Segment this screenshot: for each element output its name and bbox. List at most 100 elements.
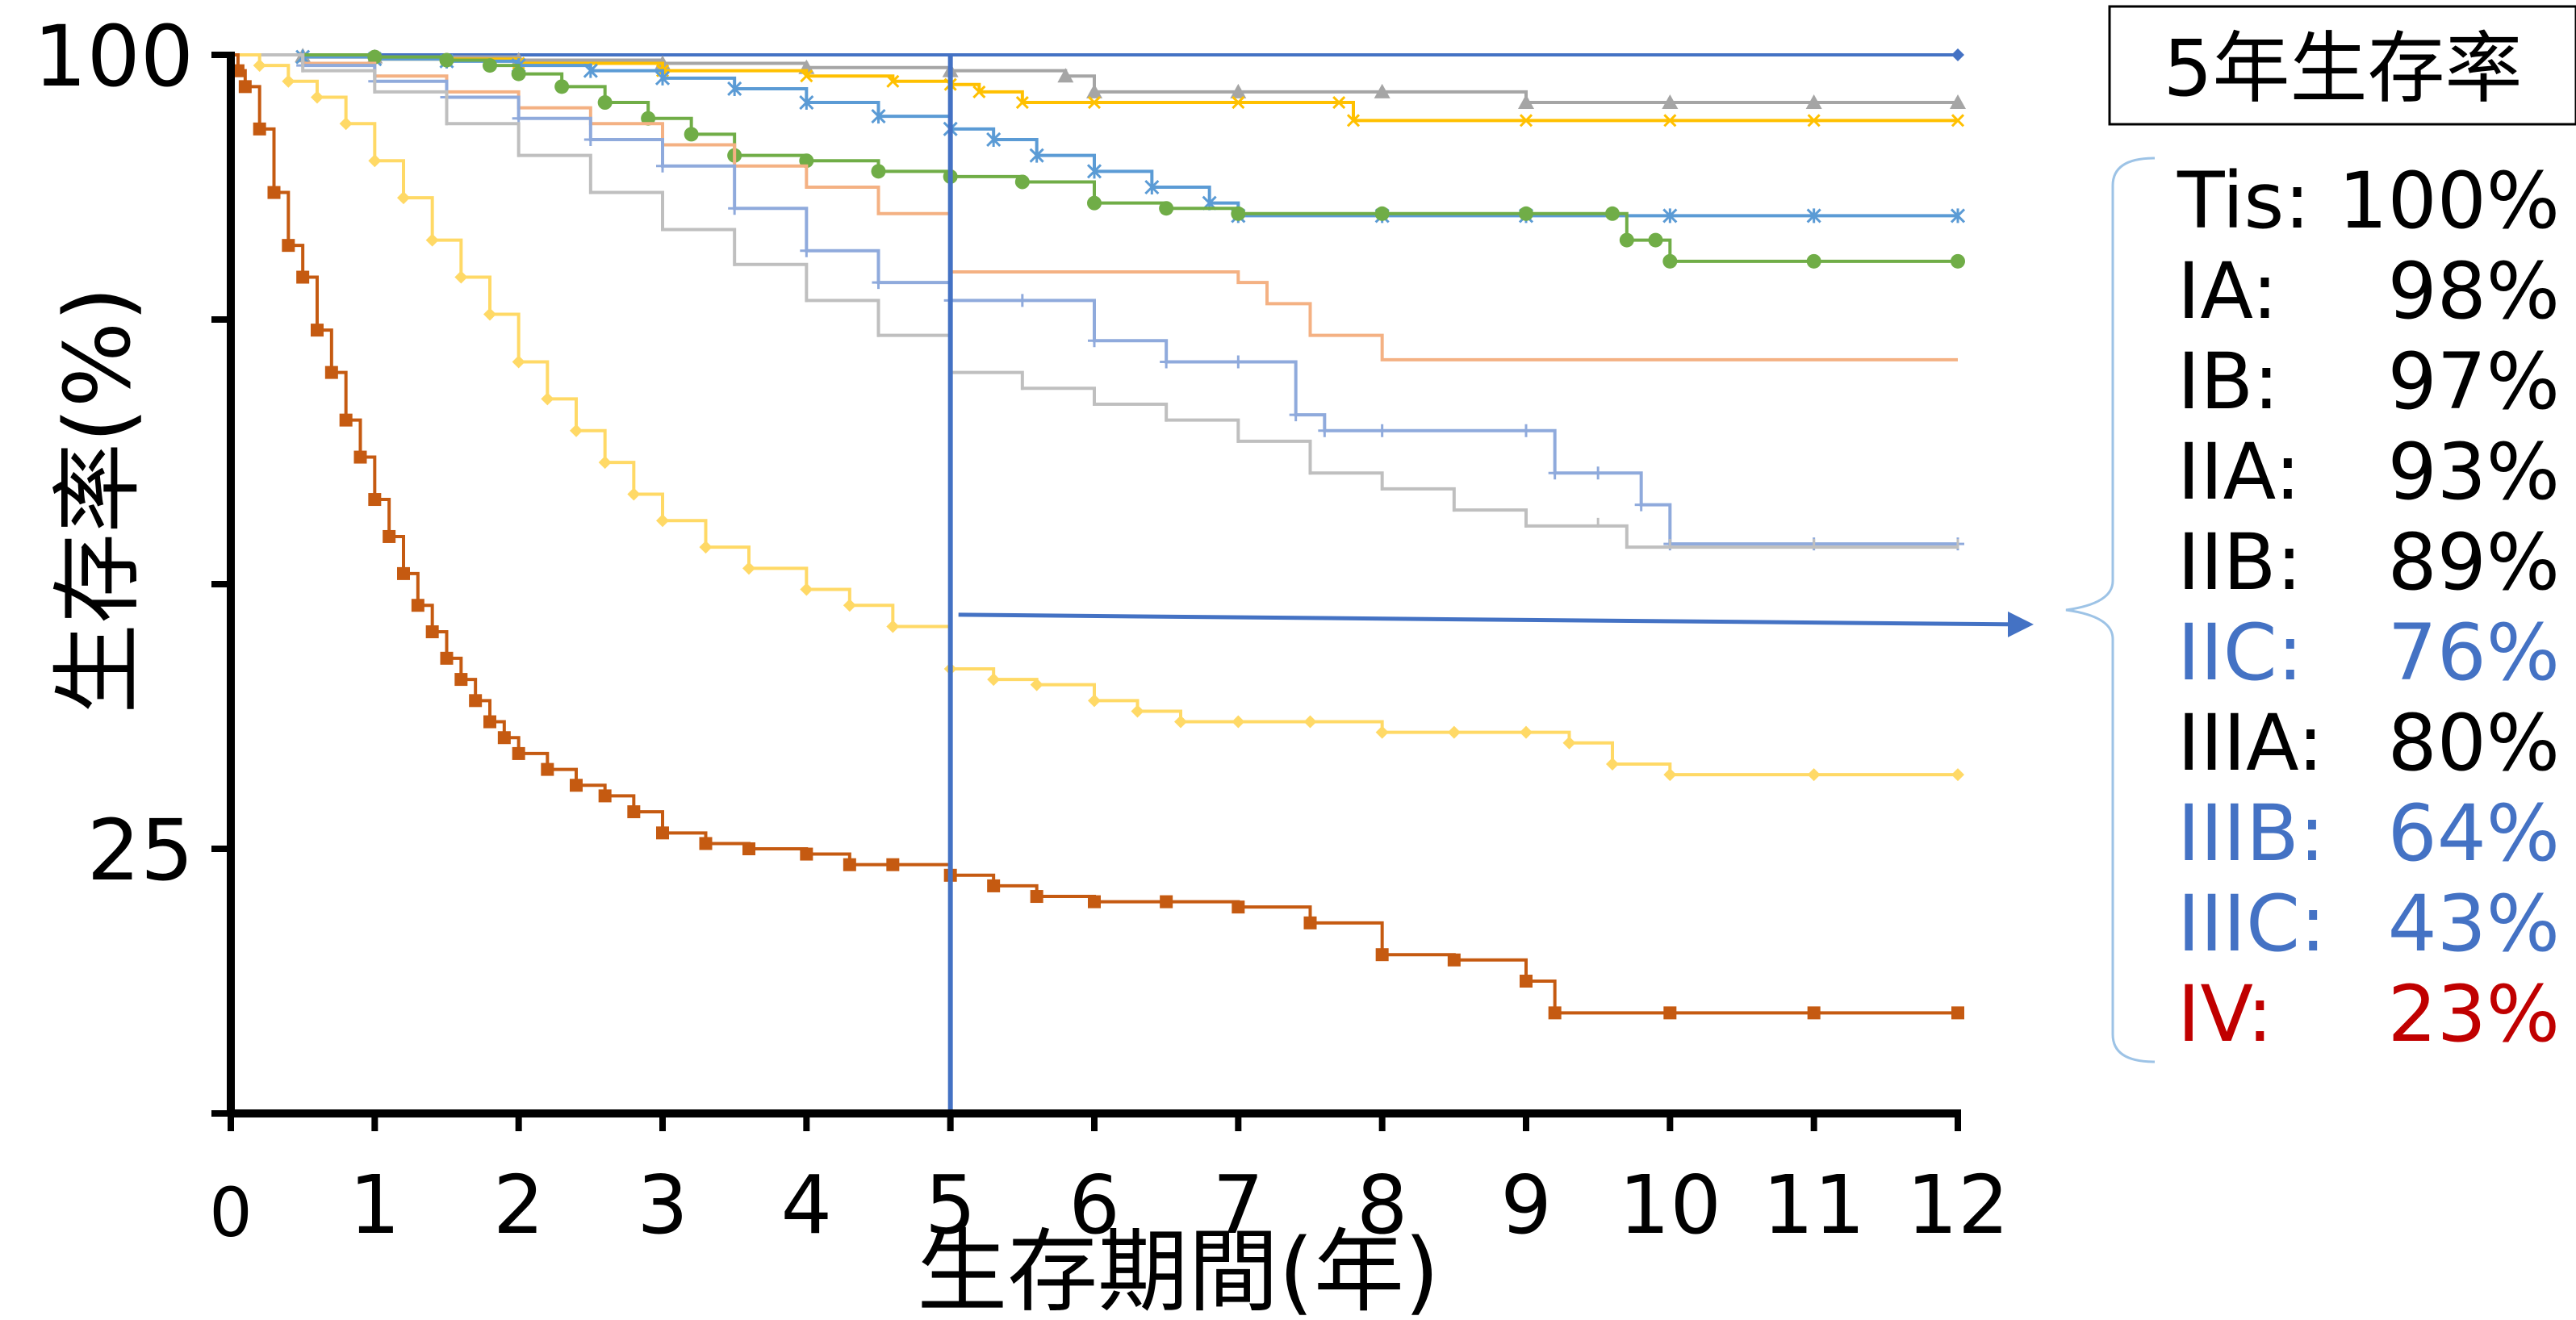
series-3-point bbox=[1086, 164, 1102, 179]
series-9-point bbox=[368, 493, 382, 507]
legend-entry: IB: 97% bbox=[2177, 336, 2560, 427]
series-4-point bbox=[439, 52, 454, 68]
x-tick-label: 8 bbox=[1357, 1158, 1408, 1252]
series-6-point bbox=[1591, 466, 1605, 480]
y-axis-title: 生存率(%) bbox=[46, 286, 151, 714]
series-6-point bbox=[656, 159, 669, 173]
series-2-point bbox=[1951, 114, 1965, 127]
series-6-point bbox=[583, 132, 597, 146]
series-3-point bbox=[1144, 179, 1160, 195]
series-7-line bbox=[231, 53, 1958, 549]
series-6-point bbox=[728, 202, 742, 215]
series-4-point bbox=[367, 49, 383, 65]
series-6-point bbox=[800, 244, 813, 257]
legend-entry: IIB: 89% bbox=[2177, 517, 2560, 608]
survival-curves bbox=[231, 48, 1966, 1020]
series-4-point bbox=[1231, 206, 1246, 221]
series-6-line bbox=[231, 53, 1958, 546]
series-9-point bbox=[1520, 975, 1533, 988]
series-9-point bbox=[1951, 1006, 1964, 1020]
x-tick-label: 12 bbox=[1906, 1158, 2009, 1252]
series-4-point bbox=[1159, 201, 1174, 216]
series-8-point bbox=[886, 620, 900, 633]
series-2-point bbox=[1519, 114, 1533, 127]
series-6-point bbox=[1088, 334, 1101, 348]
series-2-point bbox=[886, 74, 900, 88]
legend-stage: IIA: bbox=[2177, 427, 2301, 517]
series-6-point bbox=[1548, 466, 1562, 480]
legend-entry: IIC: 76% bbox=[2177, 608, 2560, 698]
x-axis-title: 生存期間(年) bbox=[917, 1220, 1439, 1320]
series-8-point bbox=[1606, 758, 1619, 771]
legend-stage: IIB: bbox=[2177, 517, 2302, 608]
series-9-point bbox=[469, 694, 483, 708]
series-1-point bbox=[1086, 83, 1102, 98]
series-3-point bbox=[1806, 208, 1821, 223]
series-8-point bbox=[699, 541, 713, 554]
series-2-point bbox=[1015, 95, 1029, 110]
series-9-point bbox=[296, 270, 310, 284]
legend-rate: 43% bbox=[2388, 879, 2560, 969]
series-9-point bbox=[570, 779, 583, 792]
legend-rate: 64% bbox=[2388, 788, 2560, 879]
legend-rate: 98% bbox=[2388, 246, 2560, 336]
series-6-point bbox=[1015, 294, 1029, 307]
series-4-point bbox=[1619, 232, 1634, 248]
series-4-point bbox=[554, 79, 570, 94]
series-8 bbox=[231, 53, 1964, 782]
legend-rate: 23% bbox=[2388, 969, 2560, 1059]
series-9-point bbox=[425, 625, 439, 639]
series-6 bbox=[231, 53, 1964, 551]
series-6-point bbox=[1520, 424, 1533, 437]
series-3-point bbox=[1950, 208, 1966, 223]
series-2-point bbox=[1663, 114, 1677, 127]
series-4-point bbox=[799, 153, 814, 169]
series-6-point bbox=[1160, 355, 1173, 369]
series-8-point bbox=[1174, 715, 1187, 729]
legend-stage: IIIC: bbox=[2177, 879, 2326, 969]
legend-entry: IIIA: 80% bbox=[2177, 698, 2560, 788]
series-4-point bbox=[1014, 174, 1030, 190]
x-tick-label: 7 bbox=[1213, 1158, 1265, 1252]
legend-rate: 100% bbox=[2339, 156, 2560, 246]
series-9-point bbox=[1447, 953, 1461, 967]
legend-stage: IIC: bbox=[2177, 608, 2303, 698]
series-9-point bbox=[1160, 895, 1173, 909]
series-1-point bbox=[1662, 94, 1679, 110]
x-tick-label: 11 bbox=[1763, 1158, 1865, 1252]
x-tick-label: 9 bbox=[1500, 1158, 1552, 1252]
series-1-point bbox=[1057, 68, 1074, 83]
y-tick-label: 100 bbox=[33, 7, 194, 106]
series-4-point bbox=[1605, 206, 1620, 221]
series-9-point bbox=[1232, 900, 1245, 914]
legend-stage: IB: bbox=[2177, 336, 2280, 427]
series-1-point bbox=[1230, 83, 1247, 98]
legend-rate: 76% bbox=[2388, 608, 2560, 698]
series-8-point bbox=[1447, 725, 1461, 739]
series-8-point bbox=[843, 599, 856, 612]
series-4-point bbox=[511, 66, 526, 81]
series-3-point bbox=[1029, 148, 1044, 163]
series-2-point bbox=[972, 85, 986, 98]
series-3-point bbox=[583, 63, 598, 78]
legend-brace bbox=[2065, 157, 2156, 1063]
series-9-point bbox=[497, 731, 511, 745]
series-9-point bbox=[454, 673, 468, 687]
series-9-point bbox=[656, 826, 669, 840]
legend-stage: Tis: bbox=[2177, 156, 2310, 246]
series-8-point bbox=[541, 392, 554, 406]
series-1-point bbox=[1805, 94, 1822, 110]
legend-rate: 89% bbox=[2388, 517, 2560, 608]
series-1-point bbox=[1950, 94, 1966, 110]
legend-stage: IIIA: bbox=[2177, 698, 2323, 788]
series-6-point bbox=[1318, 424, 1332, 437]
series-8-point bbox=[1303, 715, 1317, 729]
series-9-point bbox=[411, 599, 424, 612]
x-tick-label: 5 bbox=[925, 1158, 976, 1252]
series-8-point bbox=[253, 59, 266, 73]
legend-title-box: 5年生存率 bbox=[2108, 5, 2576, 126]
series-9-point bbox=[1375, 948, 1389, 962]
series-8-point bbox=[1030, 678, 1043, 691]
series-9-point bbox=[339, 413, 353, 427]
